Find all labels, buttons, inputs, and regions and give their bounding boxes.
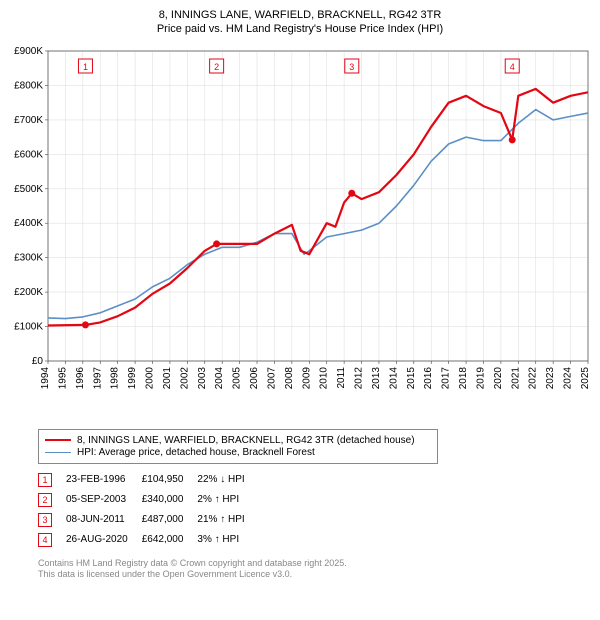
marker-number: 2 <box>38 493 52 507</box>
sale-price: £487,000 <box>142 510 198 530</box>
svg-text:2009: 2009 <box>301 366 312 389</box>
table-row: 2 05-SEP-2003£340,0002% ↑ HPI <box>38 490 259 510</box>
marker-number: 3 <box>38 513 52 527</box>
svg-text:2024: 2024 <box>563 366 574 389</box>
svg-text:1995: 1995 <box>57 366 68 389</box>
svg-text:2008: 2008 <box>284 366 295 389</box>
svg-text:1994: 1994 <box>40 366 51 389</box>
table-row: 4 26-AUG-2020£642,0003% ↑ HPI <box>38 530 259 550</box>
svg-text:2023: 2023 <box>545 366 556 389</box>
sale-date: 23-FEB-1996 <box>66 470 142 490</box>
legend: 8, INNINGS LANE, WARFIELD, BRACKNELL, RG… <box>38 429 438 464</box>
svg-text:£700K: £700K <box>14 114 43 125</box>
svg-text:2017: 2017 <box>441 366 452 389</box>
sale-markers-table: 1 23-FEB-1996£104,95022% ↓ HPI 2 05-SEP-200… <box>38 470 259 550</box>
sale-date: 05-SEP-2003 <box>66 490 142 510</box>
svg-text:2: 2 <box>214 62 219 72</box>
svg-text:2006: 2006 <box>249 366 260 389</box>
svg-text:2018: 2018 <box>458 366 469 389</box>
svg-text:4: 4 <box>510 62 515 72</box>
legend-row: 8, INNINGS LANE, WARFIELD, BRACKNELL, RG… <box>45 435 431 446</box>
svg-text:£500K: £500K <box>14 183 43 194</box>
svg-text:2016: 2016 <box>423 366 434 389</box>
legend-swatch <box>45 452 71 453</box>
hpi-delta: 21% ↑ HPI <box>197 510 258 530</box>
svg-text:£300K: £300K <box>14 252 43 263</box>
svg-text:£0: £0 <box>32 356 44 367</box>
svg-text:2002: 2002 <box>179 366 190 389</box>
price-chart: £0 £100K £200K £300K £400K £500K £600K £700K £80… <box>8 43 592 423</box>
svg-text:£900K: £900K <box>14 46 43 57</box>
svg-text:£200K: £200K <box>14 287 43 298</box>
svg-text:£600K: £600K <box>14 149 43 160</box>
svg-text:2004: 2004 <box>214 366 225 389</box>
svg-text:2003: 2003 <box>197 366 208 389</box>
marker-number: 1 <box>38 473 52 487</box>
svg-text:2013: 2013 <box>371 366 382 389</box>
hpi-delta: 2% ↑ HPI <box>197 490 258 510</box>
hpi-delta: 22% ↓ HPI <box>197 470 258 490</box>
svg-text:1: 1 <box>83 62 88 72</box>
sale-price: £340,000 <box>142 490 198 510</box>
title-line2: Price paid vs. HM Land Registry's House … <box>8 22 592 36</box>
chart-container: £0 £100K £200K £300K £400K £500K £600K £700K £80… <box>8 43 592 423</box>
legend-label: 8, INNINGS LANE, WARFIELD, BRACKNELL, RG… <box>77 435 415 446</box>
svg-text:£400K: £400K <box>14 218 43 229</box>
legend-swatch <box>45 439 71 441</box>
footer-line2: This data is licensed under the Open Gov… <box>38 569 592 581</box>
svg-text:2025: 2025 <box>580 366 591 389</box>
footer-line1: Contains HM Land Registry data © Crown c… <box>38 558 592 570</box>
sale-price: £104,950 <box>142 470 198 490</box>
hpi-delta: 3% ↑ HPI <box>197 530 258 550</box>
svg-text:2001: 2001 <box>162 366 173 389</box>
svg-text:2010: 2010 <box>319 366 330 389</box>
marker-number: 4 <box>38 533 52 547</box>
svg-text:2021: 2021 <box>510 366 521 389</box>
sale-date: 08-JUN-2011 <box>66 510 142 530</box>
legend-row: HPI: Average price, detached house, Brac… <box>45 447 431 458</box>
svg-text:2007: 2007 <box>266 366 277 389</box>
chart-title: 8, INNINGS LANE, WARFIELD, BRACKNELL, RG… <box>8 8 592 37</box>
svg-text:1997: 1997 <box>92 366 103 389</box>
svg-text:2022: 2022 <box>528 366 539 389</box>
title-line1: 8, INNINGS LANE, WARFIELD, BRACKNELL, RG… <box>8 8 592 22</box>
svg-text:2011: 2011 <box>336 366 347 388</box>
svg-text:2005: 2005 <box>232 366 243 389</box>
svg-text:3: 3 <box>349 62 354 72</box>
svg-text:2000: 2000 <box>145 366 156 389</box>
table-row: 1 23-FEB-1996£104,95022% ↓ HPI <box>38 470 259 490</box>
svg-text:2012: 2012 <box>354 366 365 389</box>
svg-text:£100K: £100K <box>14 321 43 332</box>
svg-text:2015: 2015 <box>406 366 417 389</box>
svg-text:1999: 1999 <box>127 366 138 389</box>
svg-text:2014: 2014 <box>388 366 399 389</box>
svg-text:2020: 2020 <box>493 366 504 389</box>
footer: Contains HM Land Registry data © Crown c… <box>38 558 592 581</box>
legend-label: HPI: Average price, detached house, Brac… <box>77 447 315 458</box>
svg-text:1998: 1998 <box>110 366 121 389</box>
sale-price: £642,000 <box>142 530 198 550</box>
table-row: 3 08-JUN-2011£487,00021% ↑ HPI <box>38 510 259 530</box>
sale-date: 26-AUG-2020 <box>66 530 142 550</box>
svg-text:£800K: £800K <box>14 80 43 91</box>
svg-text:2019: 2019 <box>475 366 486 389</box>
svg-text:1996: 1996 <box>75 366 86 389</box>
